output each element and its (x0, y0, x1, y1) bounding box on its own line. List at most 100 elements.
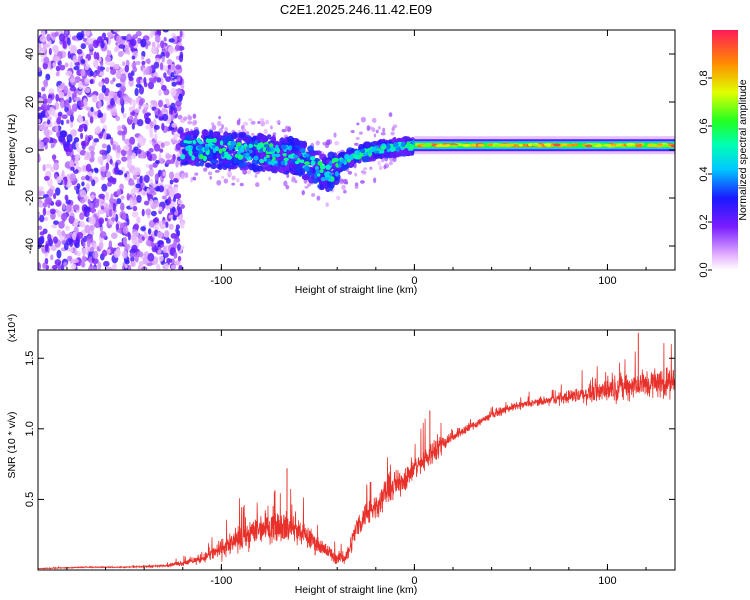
spectrogram-trace-core (219, 140, 224, 146)
spectrogram-noise-cell (161, 195, 167, 200)
spectrogram-x-tick-label: -100 (210, 275, 232, 287)
spectrogram-noise-cell (80, 43, 87, 50)
spectrogram-trace-halo (267, 140, 276, 145)
spectrogram-noise-cell (110, 68, 117, 75)
spectrogram-noise-cell (93, 59, 99, 68)
spectrogram-noise-cell (118, 39, 126, 45)
spectrogram-speckle (366, 125, 370, 132)
spectrogram-noise-cell (114, 166, 118, 173)
spectrogram-speckle (216, 179, 222, 186)
spectrogram-trace-core (256, 145, 262, 150)
spectrogram-noise-cell (174, 44, 181, 51)
spectrogram-trace-halo (271, 134, 276, 142)
spectrogram-noise-cell (170, 87, 177, 97)
spectrogram-speckle (194, 172, 199, 176)
spectrogram-noise-cell (65, 70, 73, 77)
spectrogram-noise-cell (73, 137, 80, 143)
spectrogram-speckle (203, 167, 208, 172)
spectrogram-noise-cell (145, 239, 152, 246)
spectrogram-noise-cell (58, 220, 65, 229)
spectrogram-noise-cell (62, 138, 66, 146)
spectrogram-noise-cell (83, 97, 88, 106)
spectrogram-noise-cell (174, 186, 178, 194)
spectrogram-speckle (184, 172, 189, 179)
spectrogram-trace-core (309, 156, 316, 161)
spectrogram-noise-cell (41, 86, 46, 92)
spectrogram-noise-cell (173, 251, 178, 259)
spectrogram-noise-cell (84, 87, 91, 94)
spectrogram-noise-cell (131, 169, 136, 176)
spectrogram-noise-cell (51, 224, 57, 229)
spectrogram-speckle (347, 170, 353, 175)
spectrogram-noise-cell (88, 145, 95, 152)
spectrogram-noise-cell (87, 171, 93, 177)
spectrogram-noise-cell (174, 260, 181, 266)
spectrogram-noise-cell (136, 178, 140, 185)
spectrogram-noise-cell (151, 242, 156, 248)
spectrogram-noise-cell (91, 216, 96, 225)
spectrogram-speckle (231, 182, 236, 186)
carrier-peak-cell (462, 144, 471, 147)
spectrogram-trace-halo (261, 134, 266, 142)
spectrogram-noise-cell (173, 95, 179, 101)
spectrogram-noise-cell (149, 198, 154, 206)
spectrogram-speckle (255, 182, 260, 188)
spectrogram-noise-cell (45, 264, 50, 270)
spectrogram-noise-cell (128, 76, 134, 82)
spectrogram-trace-core (243, 143, 248, 147)
spectrogram-speckle (325, 139, 331, 146)
carrier-peak-cell (543, 143, 551, 147)
spectrogram-trace-halo (307, 145, 314, 153)
spectrogram-noise-cell (94, 168, 99, 174)
spectrogram-noise-cell (55, 187, 61, 196)
spectrogram-noise-cell (70, 166, 75, 171)
spectrogram-noise-cell (51, 108, 56, 117)
spectrogram-noise-cell (178, 264, 183, 270)
spectrogram-noise-cell (77, 128, 84, 133)
spectrogram-noise-cell (92, 39, 100, 49)
spectrogram-speckle (187, 120, 193, 125)
spectrogram-noise-cell (79, 189, 87, 198)
spectrogram-noise-cell (50, 211, 56, 220)
spectrogram-noise-cell (62, 40, 67, 49)
colorbar-tick-label: 0.6 (698, 118, 710, 133)
spectrogram-noise-cell (64, 62, 69, 68)
spectrogram-noise-cell (109, 91, 115, 97)
spectrogram-noise-cell (177, 126, 184, 135)
spectrogram-noise-cell (173, 240, 177, 249)
spectrogram-noise-cell (98, 112, 104, 118)
spectrogram-noise-cell (175, 193, 182, 200)
snr-x-tick-label: 100 (598, 575, 616, 587)
spectrogram-noise-cell (159, 62, 164, 71)
spectrogram-noise-cell (79, 198, 86, 204)
spectrogram-trace-core (389, 147, 396, 152)
spectrogram-noise-cell (123, 95, 130, 103)
spectrogram-noise-cell (147, 228, 152, 235)
spectrogram-noise-cell (109, 61, 116, 68)
spectrogram-noise-cell (119, 183, 124, 191)
spectrogram-noise-cell (43, 79, 49, 88)
spectrogram-noise-cell (162, 252, 169, 258)
spectrogram-noise-cell (72, 55, 78, 64)
spectrogram-trace-core (263, 144, 269, 148)
spectrogram-noise-cell (89, 70, 94, 76)
spectrogram-noise-cell (69, 173, 77, 182)
spectrogram-speckle (356, 122, 360, 126)
snr-frame (37, 329, 676, 571)
spectrogram-noise-cell (114, 46, 118, 53)
spectrogram-trace-core (317, 173, 321, 177)
spectrogram-noise-cell (138, 139, 146, 147)
carrier-peak-cell (471, 143, 477, 147)
spectrogram-noise-cell (124, 243, 131, 250)
spectrogram-trace-core (254, 139, 258, 146)
spectrogram-noise-cell (66, 119, 70, 124)
spectrogram-noise-cell (148, 148, 154, 153)
spectrogram-noise-cell (50, 245, 57, 251)
spectrogram-trace-core (188, 150, 193, 155)
spectrogram-noise-cell (46, 119, 51, 125)
spectrogram-speckle (190, 176, 193, 183)
spectrogram-trace-core (246, 146, 250, 152)
spectrogram-noise-cell (122, 113, 127, 119)
spectrogram-speckle (247, 170, 251, 175)
spectrogram-noise-cell (81, 255, 86, 264)
